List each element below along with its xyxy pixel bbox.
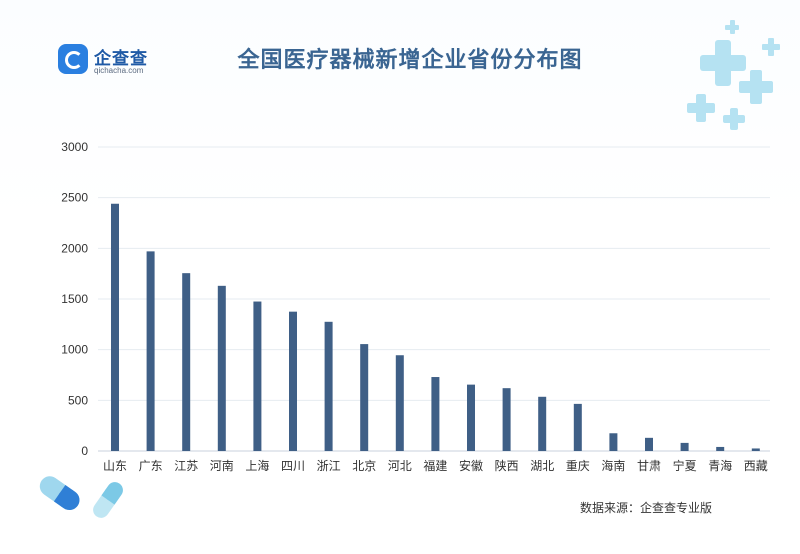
y-tick-label: 1500 (61, 292, 88, 306)
logo-url: qichacha.com (94, 66, 144, 75)
x-tick-label: 海南 (601, 458, 625, 473)
bar (467, 384, 475, 451)
bar (573, 403, 582, 451)
x-tick-label: 山东 (103, 459, 127, 473)
medical-cross-decoration (687, 20, 780, 130)
x-tick-label: 湖北 (530, 458, 554, 473)
x-tick-label: 浙江 (317, 459, 341, 473)
x-tick-label: 重庆 (566, 459, 590, 473)
bar (253, 301, 262, 451)
pill-decoration (39, 476, 123, 518)
qichacha-logo: 企查查 qichacha.com (58, 44, 168, 80)
chart-title: 全国医疗器械新增企业省份分布图 (237, 48, 583, 73)
bar (111, 203, 119, 451)
bar (680, 442, 689, 451)
x-tick-label: 北京 (352, 459, 376, 473)
x-tick-label: 福建 (423, 458, 447, 473)
y-tick-label: 0 (81, 444, 88, 458)
x-tick-label: 甘肃 (637, 459, 661, 473)
x-tick-label: 广东 (139, 459, 163, 473)
bar (217, 285, 226, 451)
x-tick-label: 江苏 (174, 459, 198, 473)
logo-name: 企查查 (94, 49, 148, 69)
data-source-note: 数据来源：企查查专业版 (580, 501, 713, 515)
x-tick-label: 青海 (708, 458, 732, 473)
x-tick-label: 陕西 (495, 458, 519, 473)
y-tick-label: 1000 (61, 343, 88, 357)
x-tick-label: 西藏 (744, 459, 768, 473)
bar (502, 388, 511, 451)
bar (289, 311, 297, 451)
bar (146, 251, 155, 451)
x-tick-label: 河南 (210, 458, 234, 473)
bar (182, 273, 191, 451)
x-tick-label: 河北 (388, 459, 412, 473)
bar (716, 446, 725, 451)
bar (360, 344, 369, 451)
bar (645, 437, 653, 451)
y-tick-label: 500 (68, 393, 88, 407)
bar (751, 448, 760, 451)
y-tick-label: 3000 (61, 140, 88, 154)
x-tick-label: 上海 (245, 458, 269, 473)
x-tick-label: 宁夏 (673, 458, 697, 473)
bar (324, 321, 333, 451)
bar (538, 396, 547, 451)
y-tick-label: 2500 (61, 191, 88, 205)
qichacha-logo-icon (58, 44, 88, 74)
bar (431, 377, 440, 451)
bar (395, 355, 404, 451)
y-tick-label: 2000 (61, 241, 88, 255)
x-tick-label: 安徽 (459, 458, 483, 473)
bar (609, 433, 618, 451)
x-tick-label: 四川 (281, 459, 305, 473)
